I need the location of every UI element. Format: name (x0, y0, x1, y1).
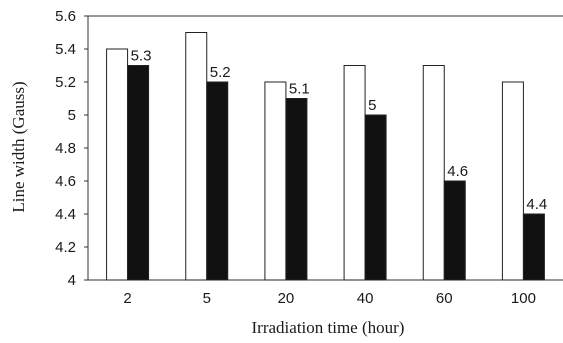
x-axis-ticks: 2 5 20 40 60 100 (123, 290, 536, 307)
bar-white (501, 81, 524, 281)
bar-white (106, 48, 129, 281)
y-tick-label: 5.2 (55, 74, 76, 91)
bars (106, 32, 545, 281)
y-tick-label: 5.4 (55, 41, 76, 58)
x-tick-label: 40 (357, 290, 374, 307)
y-axis-ticks: 4 4.2 4.4 4.6 4.8 5 5.2 5.4 5.6 (55, 8, 88, 289)
x-tick-label: 20 (278, 290, 295, 307)
bar-black (364, 114, 387, 281)
data-label: 5.1 (289, 81, 310, 98)
data-label: 5.3 (131, 48, 152, 65)
data-label: 5 (368, 97, 376, 114)
bar-black (522, 213, 545, 281)
bar-black (127, 65, 150, 281)
y-tick-label: 4 (68, 272, 76, 289)
data-label: 4.4 (526, 196, 547, 213)
data-label: 5.2 (210, 64, 231, 81)
bar-white (185, 32, 208, 281)
plot-frame (87, 15, 563, 281)
data-label: 4.6 (447, 163, 468, 180)
data-labels: 5.3 5.2 5.1 5 4.6 4.4 (131, 48, 548, 214)
y-tick-label: 4.6 (55, 173, 76, 190)
x-tick-label: 5 (203, 290, 211, 307)
y-tick-label: 4.8 (55, 140, 76, 157)
bar-black (206, 81, 229, 281)
x-tick-label: 100 (511, 290, 536, 307)
y-tick-label: 4.2 (55, 239, 76, 256)
x-tick-label: 2 (123, 290, 131, 307)
x-tick-label: 60 (436, 290, 453, 307)
bar-black (443, 180, 466, 281)
y-axis-title: Line width (Gauss) (9, 81, 28, 212)
bar-white (264, 81, 287, 281)
y-tick-label: 5.6 (55, 8, 76, 25)
y-tick-label: 5 (68, 107, 76, 124)
x-axis-title: Irradiation time (hour) (252, 318, 405, 337)
bar-black (285, 98, 308, 281)
bar-white (422, 65, 445, 281)
y-tick-label: 4.4 (55, 206, 76, 223)
bar-white (343, 65, 366, 281)
